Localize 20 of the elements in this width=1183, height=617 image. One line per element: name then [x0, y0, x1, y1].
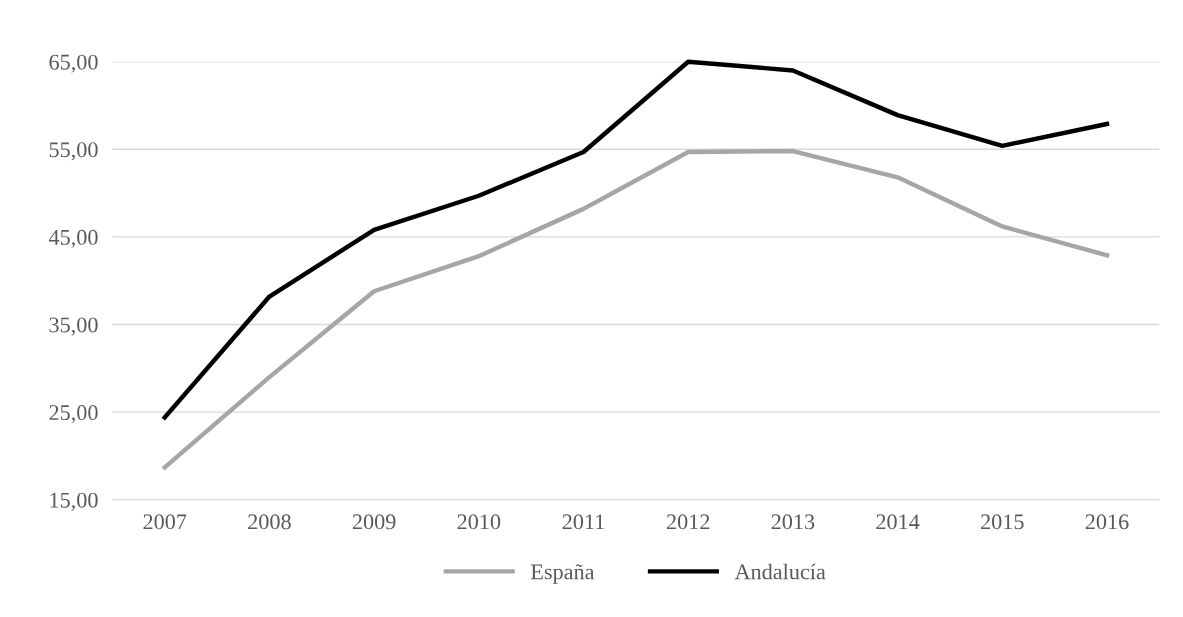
x-tick-label: 2016 [1085, 514, 1129, 530]
y-tick-label: 25,00 [49, 405, 98, 424]
x-tick-label: 2007 [143, 514, 187, 530]
x-tick-label: 2014 [876, 514, 920, 530]
y-tick-label: 55,00 [49, 142, 98, 161]
x-tick-label: 2011 [562, 514, 604, 530]
line-series [162, 148, 1110, 470]
y-tick-label: 45,00 [48, 229, 98, 249]
x-tick-label: 2015 [981, 514, 1024, 530]
y-tick-label: 15,00 [50, 492, 98, 511]
y-tick-label: 65,00 [49, 54, 98, 73]
x-tick-label: 2010 [457, 514, 501, 530]
legend-label: Andalucía [734, 563, 826, 580]
x-tick-label: 2009 [352, 514, 396, 530]
x-tick-label: 2013 [771, 514, 815, 530]
legend-label: España [530, 564, 595, 584]
x-tick-label: 2012 [666, 514, 710, 530]
line-series [162, 59, 1110, 420]
x-tick-label: 2008 [248, 514, 291, 530]
y-tick-label: 35,00 [49, 317, 98, 336]
